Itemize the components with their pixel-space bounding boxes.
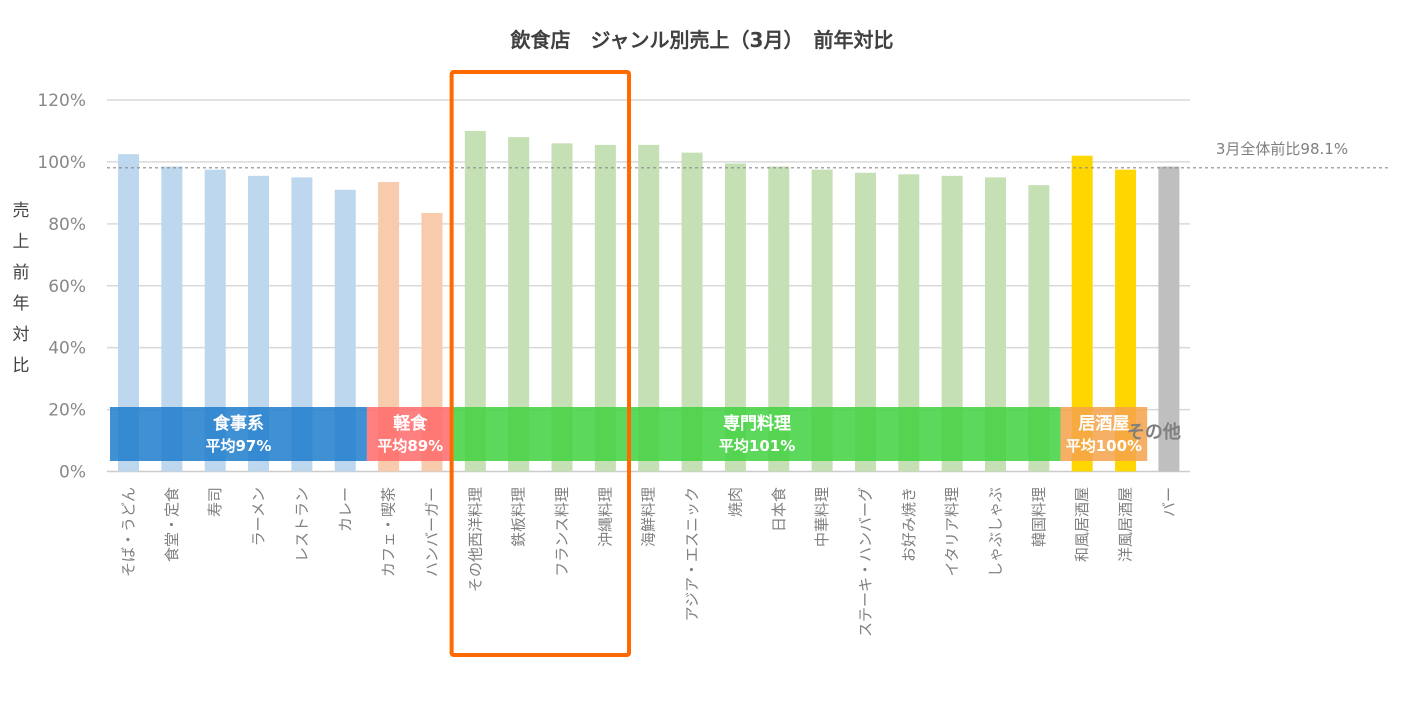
highlight-group (449, 70, 632, 657)
y-tick-label: 80% (48, 215, 86, 235)
bar (291, 177, 313, 472)
category-label: 焼肉 (726, 487, 744, 517)
category-label: カフェ・喫茶 (380, 487, 398, 577)
bar (204, 169, 226, 472)
category-label: 日本食 (770, 487, 788, 532)
y-tick-label: 100% (37, 153, 86, 173)
y-axis-label-char: 前 (13, 263, 30, 283)
y-tick-label: 120% (37, 91, 86, 111)
bar (118, 154, 139, 472)
bar (378, 182, 400, 472)
bar (248, 175, 270, 472)
group-band (110, 407, 367, 461)
y-axis-label-char: 年 (13, 294, 30, 314)
bar (1028, 185, 1050, 472)
group-label: 居酒屋 (1078, 413, 1129, 434)
group-label: 専門料理 (723, 413, 791, 434)
category-label: 和風居酒屋 (1073, 487, 1091, 562)
category-label: お好み焼き (900, 487, 918, 562)
category-label: しゃぶしゃぶ (987, 487, 1005, 577)
category-label: フランス料理 (553, 487, 571, 577)
bar (941, 175, 963, 472)
category-label: カレー (336, 487, 354, 532)
group-label: その他 (1127, 421, 1181, 443)
y-tick-label: 60% (48, 277, 86, 297)
highlight-box (449, 70, 632, 657)
bar (508, 137, 530, 472)
reference-line-group: 3月全体前比98.1% (107, 140, 1390, 169)
bar (724, 163, 746, 472)
category-label: ステーキ・ハンバーグ (856, 487, 874, 637)
bar (638, 144, 660, 472)
group-label: 軽食 (393, 413, 428, 434)
category-label: レストラン (293, 487, 311, 562)
group-average-label: 平均100% (1066, 437, 1142, 455)
group-average-label: 平均89% (377, 437, 443, 455)
category-labels: そば・うどん 食堂・定食 寿司 ラーメン レストラン カレー カフェ・喫茶 ハンバーガー その他… (120, 487, 1178, 637)
y-axis-label-char: 上 (13, 232, 30, 252)
category-label: アジア・エスニック (683, 487, 701, 621)
y-axis-label-char: 対 (13, 325, 30, 345)
y-axis-ticks: 0% 20% 40% 60% 80% 100% 120% (37, 91, 86, 483)
bar (811, 169, 833, 472)
bar (1115, 169, 1137, 472)
category-label: ハンバーガー (423, 487, 441, 577)
chart-title: 飲食店 ジャンル別売上（3月） 前年対比 (510, 28, 894, 52)
category-label: 食堂・定食 (163, 487, 181, 562)
y-tick-label: 40% (48, 339, 86, 359)
category-label: 鉄板料理 (510, 487, 528, 547)
group-band (1060, 407, 1148, 461)
bar (464, 130, 486, 472)
category-label: そば・うどん (120, 487, 138, 577)
category-label: イタリア料理 (943, 487, 961, 576)
y-tick-label: 0% (59, 463, 86, 483)
bar (985, 177, 1006, 472)
bar (1158, 166, 1180, 472)
reference-line-label: 3月全体前比98.1% (1216, 140, 1348, 158)
category-label: ラーメン (250, 487, 268, 546)
bar (551, 143, 573, 472)
category-label: 韓国料理 (1030, 487, 1048, 547)
bar (898, 174, 920, 472)
category-label: 海鮮料理 (640, 487, 658, 547)
category-label: 寿司 (206, 487, 224, 517)
category-label: バー (1160, 487, 1178, 517)
bar (854, 172, 876, 472)
bar (1071, 155, 1093, 472)
group-average-label: 平均97% (206, 437, 272, 455)
y-axis-label-char: 比 (13, 356, 30, 376)
group-band (453, 407, 1061, 461)
group-average-label: 平均101% (719, 437, 795, 455)
category-label: その他西洋料理 (466, 487, 484, 592)
bars (118, 130, 1180, 472)
bar (161, 166, 183, 472)
bar (421, 212, 443, 472)
y-tick-label: 20% (48, 401, 86, 421)
bar (594, 144, 616, 472)
bar (768, 166, 790, 472)
bar (334, 189, 356, 472)
y-axis-label-char: 売 (13, 201, 30, 221)
bar (681, 152, 703, 472)
category-label: 沖縄料理 (596, 487, 614, 547)
group-band (366, 407, 454, 461)
group-label: 食事系 (213, 413, 264, 434)
category-label: 洋風居酒屋 (1117, 487, 1135, 562)
category-label: 中華料理 (813, 487, 831, 547)
